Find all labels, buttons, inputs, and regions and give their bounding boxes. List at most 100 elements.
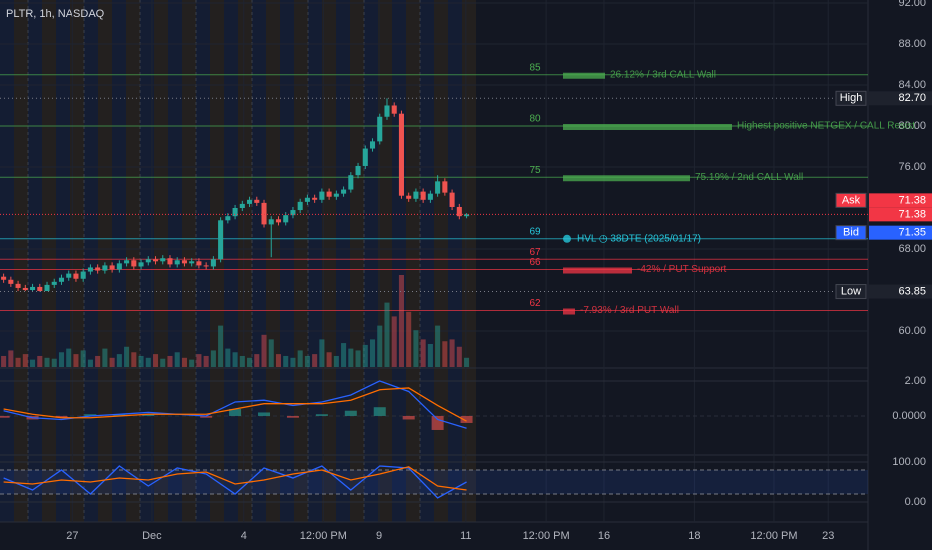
volume-bar (102, 348, 108, 367)
macd-histogram (229, 408, 242, 416)
level-bar (563, 175, 690, 182)
x-tick-label: 27 (66, 530, 78, 542)
stripe (0, 0, 14, 522)
price-tag-name: Ask (842, 194, 861, 206)
volume-bar (8, 350, 14, 367)
volume-bar (333, 355, 339, 367)
stripe (252, 0, 266, 522)
level-note: HVL ◷ 38DTE (2025/01/17) (577, 233, 701, 244)
candle-body (87, 267, 93, 272)
volume-bar (203, 355, 209, 367)
candle-body (109, 265, 115, 270)
stripe (238, 0, 252, 522)
volume-bar (152, 354, 159, 367)
volume-bar (312, 354, 318, 367)
volume-bar (464, 357, 470, 367)
x-tick-label: 11 (460, 530, 471, 542)
volume-bar (189, 359, 195, 367)
y-tick-label: 76.00 (898, 161, 926, 173)
candle-body (37, 286, 43, 292)
level-dot (563, 234, 571, 243)
level-label: 85 (529, 62, 541, 73)
candle-body (232, 208, 238, 217)
y-tick-label: 84.00 (898, 79, 926, 91)
macd-histogram (84, 414, 97, 416)
level-note: 75.19% / 2nd CALL Wall (695, 172, 803, 183)
macd-histogram (200, 415, 213, 418)
volume-bar (167, 355, 173, 367)
level-note: -42% / PUT Support (637, 264, 727, 275)
price-tag-name: Low (841, 285, 861, 297)
macd-histogram (315, 414, 328, 416)
candle-body (377, 116, 383, 142)
candle-body (391, 105, 397, 114)
stripe (210, 0, 224, 522)
candle-body (196, 261, 202, 266)
candle-body (1, 276, 7, 280)
volume-bar (225, 348, 231, 367)
price-tag-name-box (835, 225, 867, 241)
candle-body (362, 148, 368, 166)
level-label: 62 (529, 298, 541, 309)
volume-bar (442, 341, 448, 367)
candle-body (152, 259, 159, 262)
candle-body (124, 260, 130, 264)
candle-body (145, 259, 151, 263)
candle-body (341, 189, 347, 194)
macd-histogram (344, 410, 357, 416)
y-tick-label: 0.00 (905, 496, 926, 508)
volume-bar (73, 354, 79, 367)
candle-body (189, 261, 195, 264)
y-tick-label: 2.00 (905, 375, 926, 387)
stripe (56, 0, 70, 522)
x-tick-label: 9 (376, 530, 382, 542)
volume-bar (196, 354, 202, 367)
price-tag (869, 207, 932, 222)
stripe (42, 0, 56, 522)
volume-bar (341, 343, 347, 367)
candle-body (181, 260, 187, 264)
volume-bar (44, 357, 50, 367)
volume-bar (181, 357, 187, 367)
volume-bar (124, 346, 130, 367)
candle-body (261, 202, 267, 225)
x-tick-label: 18 (688, 530, 700, 542)
y-tick-label: 92.00 (898, 0, 926, 9)
chart-title: PLTR, 1h, NASDAQ (6, 8, 105, 20)
candle-body (51, 281, 57, 285)
volume-bar (30, 359, 36, 367)
volume-bar (449, 339, 455, 367)
macd-histogram (113, 414, 126, 416)
stripe (448, 0, 462, 522)
volume-bar (275, 354, 282, 367)
price-tag (869, 284, 932, 299)
level-label: 80 (529, 114, 541, 125)
stripe (28, 0, 42, 522)
candle-body (312, 197, 318, 200)
candle-body (254, 199, 260, 203)
volume-bar (22, 354, 28, 367)
stripe (294, 0, 308, 522)
volume-bar (413, 330, 419, 367)
level-label: 66 (529, 257, 541, 268)
candle-body (319, 191, 325, 200)
volume-bar (66, 348, 72, 367)
macd-histogram (142, 414, 155, 416)
candle-body (275, 219, 282, 223)
y-tick-label: 80.00 (898, 120, 926, 132)
candle-body (15, 283, 21, 288)
stripe (70, 0, 84, 522)
level-bar (563, 308, 575, 315)
volume-bar (268, 339, 274, 367)
volume-bar (456, 346, 462, 367)
price-tag-value: 71.38 (898, 208, 926, 220)
volume-bar (391, 316, 397, 367)
candle-body (95, 267, 101, 271)
candle-body (355, 165, 361, 176)
volume-bar (160, 358, 166, 367)
volume-bar (435, 325, 441, 367)
volume-bar (398, 275, 404, 367)
volume-bar (218, 325, 224, 367)
volume-bar (247, 357, 253, 367)
candle-body (398, 113, 404, 196)
